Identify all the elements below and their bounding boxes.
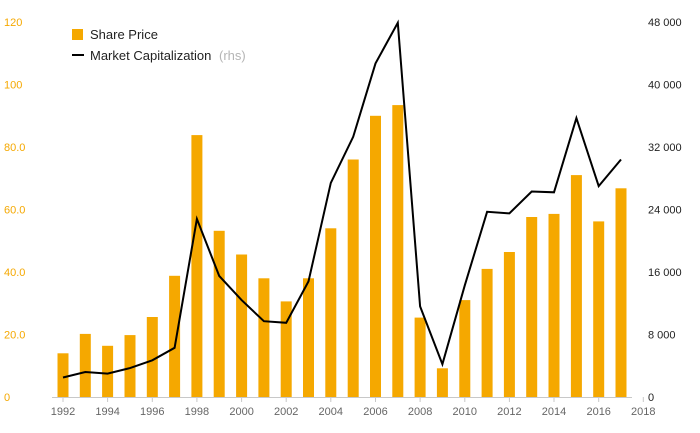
bar-2014 bbox=[548, 213, 560, 397]
left-tick-label: 120 bbox=[4, 17, 22, 29]
bar-1996 bbox=[146, 317, 158, 397]
x-axis-ticks: 1992 1994 1996 1998 2000 2002 2004 2006 2008 2010… bbox=[51, 397, 656, 418]
bar-2017 bbox=[615, 188, 627, 398]
left-tick-label: 20.0 bbox=[4, 330, 25, 342]
bar-2008 bbox=[414, 317, 426, 397]
right-axis-ticks: 0 8 000 16 000 24 000 32 000 40 000 48 000 bbox=[648, 17, 682, 404]
line-series bbox=[62, 19, 622, 379]
bar-2001 bbox=[258, 278, 270, 398]
x-tick-label: 2004 bbox=[319, 406, 343, 418]
right-tick-label: 8 000 bbox=[648, 330, 676, 342]
x-tick-label: 2002 bbox=[274, 406, 298, 418]
bar-2011 bbox=[481, 268, 493, 397]
legend-label-share-price: Share Price bbox=[90, 27, 158, 42]
bar-2000 bbox=[236, 254, 248, 397]
bar-2010 bbox=[459, 300, 471, 397]
right-tick-label: 40 000 bbox=[648, 80, 682, 92]
bar-2006 bbox=[370, 115, 381, 398]
x-tick-label: 2006 bbox=[363, 406, 387, 418]
x-tick-label: 1998 bbox=[185, 406, 209, 418]
bar-2003 bbox=[303, 278, 314, 398]
legend-swatch-share-price bbox=[72, 29, 83, 40]
right-tick-label: 0 bbox=[648, 392, 654, 404]
bar-1995 bbox=[124, 335, 136, 397]
x-tick-label: 1992 bbox=[51, 406, 75, 418]
x-tick-label: 1996 bbox=[140, 406, 164, 418]
right-tick-label: 32 000 bbox=[648, 142, 682, 154]
left-tick-label: 0 bbox=[4, 392, 10, 404]
bar-series bbox=[57, 105, 627, 398]
bar-2007 bbox=[392, 105, 404, 397]
bar-1997 bbox=[169, 275, 181, 398]
x-tick-label: 2014 bbox=[542, 406, 566, 418]
left-tick-label: 60.0 bbox=[4, 205, 25, 217]
legend-label-market-cap-suffix: (rhs) bbox=[219, 48, 246, 63]
bar-1994 bbox=[102, 345, 114, 398]
x-tick-label: 2000 bbox=[229, 406, 253, 418]
left-tick-label: 80.0 bbox=[4, 142, 25, 154]
x-tick-label: 2016 bbox=[586, 406, 610, 418]
left-tick-label: 100 bbox=[4, 80, 22, 92]
x-tick-label: 2012 bbox=[497, 406, 521, 418]
bar-1993 bbox=[79, 333, 91, 397]
bar-2002 bbox=[280, 301, 292, 397]
x-tick-label: 2008 bbox=[408, 406, 432, 418]
bar-1992 bbox=[57, 353, 69, 398]
legend-label-market-cap-text: Market Capitalization bbox=[90, 48, 211, 63]
x-tick-label: 2010 bbox=[453, 406, 477, 418]
bar-2009 bbox=[436, 368, 448, 398]
x-tick-label: 2018 bbox=[631, 406, 655, 418]
legend-label-market-cap: Market Capitalization (rhs) bbox=[90, 48, 246, 63]
left-axis-ticks: 0 20.0 40.0 60.0 80.0 100 120 bbox=[4, 17, 25, 404]
left-tick-label: 40.0 bbox=[4, 267, 25, 279]
bar-1999 bbox=[213, 230, 225, 398]
legend: Share Price Market Capitalization (rhs) bbox=[72, 27, 246, 63]
right-tick-label: 24 000 bbox=[648, 205, 682, 217]
bar-2004 bbox=[325, 228, 337, 398]
market-cap-line bbox=[62, 19, 622, 379]
bar-1998 bbox=[191, 135, 203, 397]
bar-2005 bbox=[347, 159, 359, 397]
right-tick-label: 16 000 bbox=[648, 267, 682, 279]
x-tick-label: 1994 bbox=[95, 406, 119, 418]
bar-2015 bbox=[570, 175, 582, 397]
bar-2016 bbox=[593, 221, 605, 397]
right-tick-label: 48 000 bbox=[648, 17, 682, 29]
bar-2013 bbox=[526, 217, 538, 397]
bar-2012 bbox=[503, 252, 515, 397]
